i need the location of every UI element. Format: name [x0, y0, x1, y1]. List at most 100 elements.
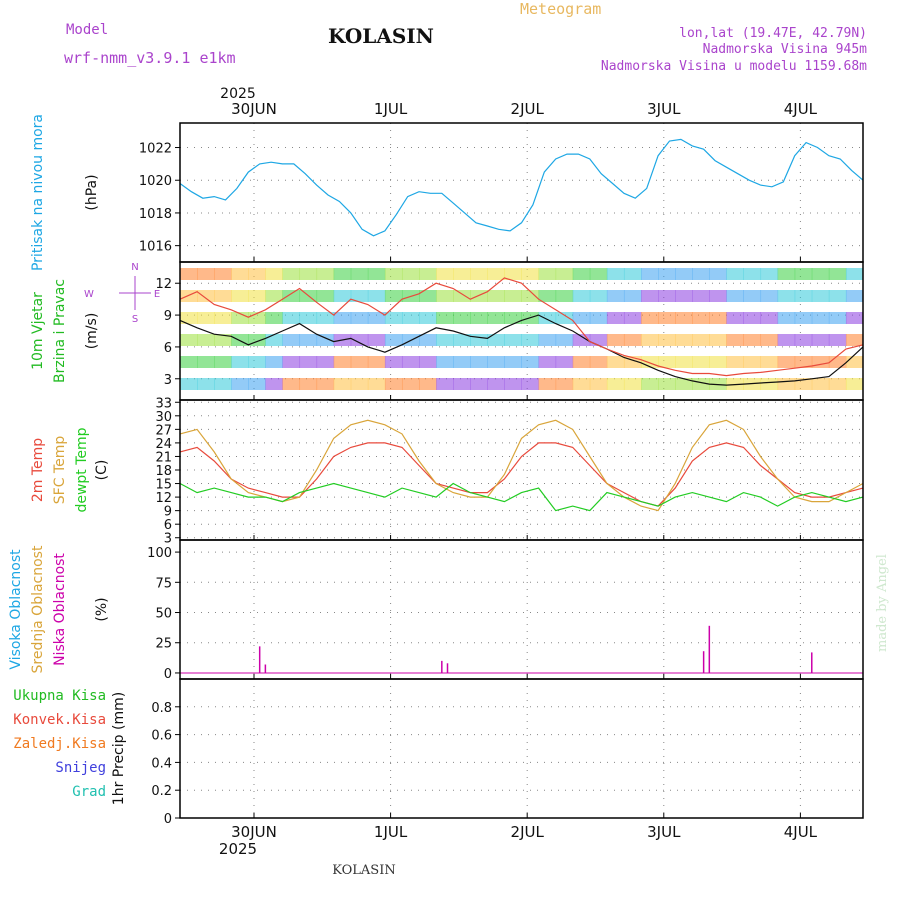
wind-barb [299, 268, 318, 280]
y-tick-label: 6 [164, 341, 172, 356]
wind-barb [623, 312, 642, 324]
wind-barb [316, 290, 335, 302]
wind-barb [692, 378, 710, 390]
wind-barb [333, 356, 352, 368]
wind-barb [572, 268, 591, 280]
wind-barb [299, 334, 318, 346]
clouds-frame [179, 539, 864, 680]
temperature-axis-label: (C) [94, 460, 110, 481]
wind-barb [743, 268, 762, 280]
wind-barb [641, 334, 659, 346]
wind-barb [401, 378, 420, 390]
top-date-label: 3JUL [647, 100, 681, 118]
y-tick-label: 30 [155, 410, 172, 425]
wind-barb [606, 378, 625, 390]
wind-barb [470, 312, 488, 324]
wind-axis-label: 10m Vjetar [30, 292, 46, 370]
wind-barb [641, 268, 659, 280]
wind-barb [521, 290, 540, 302]
wind-barb [811, 356, 830, 368]
wind-barb [623, 268, 642, 280]
wind-barb [521, 356, 540, 368]
wind-barb [658, 334, 676, 346]
wind-barb [777, 334, 796, 346]
wind-barb [726, 356, 744, 368]
wind-barb [521, 268, 540, 280]
wind-barb [794, 290, 813, 302]
top-date-label: 30JUN [231, 100, 277, 118]
bottom-date-label: 2JUL [511, 823, 545, 841]
wind-barb [692, 334, 710, 346]
precip-legend-label: Grad [72, 784, 106, 800]
compass-label: E [154, 289, 160, 300]
wind-barb [316, 334, 335, 346]
wind-barb [811, 290, 830, 302]
footer-station: KOLASIN [332, 863, 395, 878]
wind-barb [419, 290, 437, 302]
wind-barb [743, 356, 762, 368]
wind-barb [606, 356, 625, 368]
pressure-line [179, 138, 864, 237]
wind-barb [231, 290, 249, 302]
wind-barb [436, 290, 454, 302]
wind-barb [555, 312, 574, 324]
wind-barb [572, 356, 591, 368]
wind-barb [265, 290, 283, 302]
wind-barb [572, 290, 591, 302]
wind-barb [726, 290, 744, 302]
2m-temp-line [179, 442, 864, 507]
wind-barb [384, 312, 403, 324]
wind-barb [453, 356, 471, 368]
wind-barb [521, 378, 540, 390]
wind-barb [623, 290, 642, 302]
wind-barb [197, 356, 215, 368]
compass-label: N [131, 262, 138, 273]
wind-barb [367, 334, 386, 346]
wind-barb [436, 268, 454, 280]
wind-barb [197, 312, 215, 324]
top-date-label: 4JUL [784, 100, 818, 118]
wind-barb [828, 312, 847, 324]
y-tick-label: 6 [164, 518, 172, 533]
wind-barb [248, 378, 266, 390]
wind-barb [777, 312, 796, 324]
wind-barb [299, 356, 318, 368]
wind-barb [248, 268, 266, 280]
top-date-label: 1JUL [374, 100, 408, 118]
wind-barb [845, 334, 864, 346]
bottom-date-label: 3JUL [647, 823, 681, 841]
wind-barb [367, 290, 386, 302]
top-date-label: 2JUL [511, 100, 545, 118]
wind-barb [197, 378, 215, 390]
wind-barb [350, 312, 369, 324]
wind-barb [350, 268, 369, 280]
wind-barb [419, 312, 437, 324]
wind-barb [333, 268, 352, 280]
y-tick-label: 0 [164, 812, 172, 827]
wind-barb [504, 290, 522, 302]
wind-barb [794, 334, 813, 346]
wind-barb [709, 356, 727, 368]
panels: 30JUN 30JUN 1JUL 1JUL 2JUL 2JUL 3JUL 3JUL 4JUL 4J… [8, 100, 864, 841]
wind-barb [572, 312, 591, 324]
compass-label: S [132, 314, 138, 325]
wind-barb [248, 356, 266, 368]
wind-barb [572, 378, 591, 390]
y-tick-label: 50 [155, 607, 172, 622]
wind-barb [606, 312, 625, 324]
wind-barb [845, 312, 864, 324]
wind-barb [811, 312, 830, 324]
wind-barb [282, 290, 301, 302]
wind-barb [811, 334, 830, 346]
wind-barb [214, 312, 232, 324]
wind-barb [555, 290, 574, 302]
wind-barb [589, 356, 608, 368]
clouds-axis-label: Niska Oblacnost [52, 553, 68, 666]
wind-barb [828, 268, 847, 280]
y-tick-label: 18 [155, 464, 172, 479]
wind-barb [487, 268, 505, 280]
dewpt-temp-line [179, 482, 864, 512]
wind-barb [231, 378, 249, 390]
wind-barb [453, 378, 471, 390]
wind-barb [794, 312, 813, 324]
